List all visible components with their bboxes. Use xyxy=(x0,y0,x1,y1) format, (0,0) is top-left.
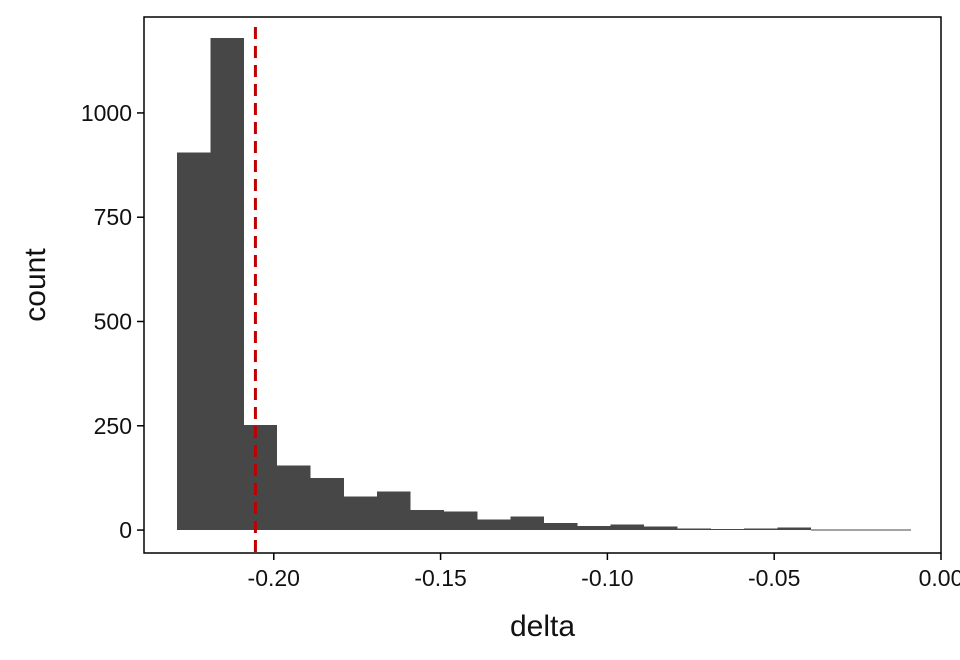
histogram-bar xyxy=(844,529,878,531)
x-tick-label: -0.15 xyxy=(414,565,466,591)
y-tick-label: 500 xyxy=(94,308,132,334)
histogram-bar xyxy=(744,528,778,531)
histogram-bar xyxy=(810,529,845,531)
x-tick-label: -0.20 xyxy=(248,565,300,591)
histogram-bar xyxy=(477,519,511,531)
x-tick-label: -0.10 xyxy=(581,565,633,591)
histogram-bar xyxy=(710,529,745,531)
histogram-bar xyxy=(510,516,545,531)
histogram-bar xyxy=(177,152,211,531)
histogram-bar xyxy=(577,525,611,531)
y-tick-label: 0 xyxy=(119,517,132,543)
y-axis-title: count xyxy=(19,248,52,322)
x-axis-title: delta xyxy=(510,610,575,643)
histogram-bar xyxy=(210,37,244,531)
bars-group xyxy=(177,37,911,531)
histogram-bar xyxy=(777,527,811,531)
y-tick-label: 750 xyxy=(94,204,132,230)
x-tick-label: -0.05 xyxy=(748,565,800,591)
histogram-bar xyxy=(343,496,378,531)
y-axis-ticks: 0 250 500 750 1000 xyxy=(81,100,144,543)
histogram-bar xyxy=(410,510,444,531)
histogram-bar xyxy=(277,465,311,531)
histogram-bar xyxy=(610,524,645,531)
histogram-bar xyxy=(644,526,678,531)
histogram-bar xyxy=(544,522,578,531)
histogram-bar xyxy=(243,424,278,531)
y-tick-label: 1000 xyxy=(81,100,132,126)
histogram-bar xyxy=(877,529,911,531)
histogram-bar xyxy=(677,528,711,531)
histogram-bar xyxy=(443,511,478,531)
histogram-bar xyxy=(310,477,344,531)
histogram-bar xyxy=(377,491,411,531)
y-tick-label: 250 xyxy=(94,413,132,439)
x-tick-label: 0.00 xyxy=(919,565,960,591)
x-axis-ticks: -0.20 -0.15 -0.10 -0.05 0.00 xyxy=(248,553,960,591)
plot-panel-border xyxy=(143,16,942,554)
